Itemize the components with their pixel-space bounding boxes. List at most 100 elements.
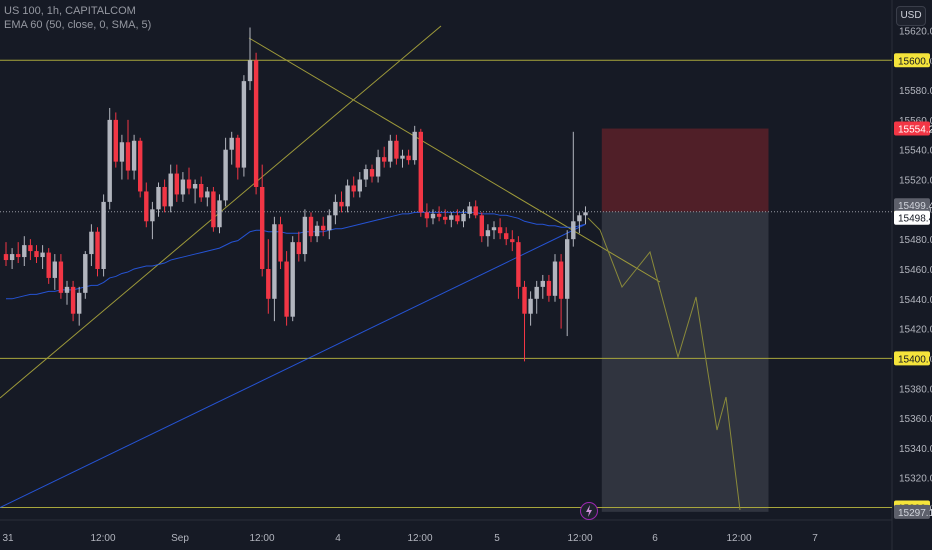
candle-25 (156, 187, 160, 209)
candle-59 (364, 169, 368, 179)
candle-73 (449, 215, 453, 219)
candle-57 (352, 185, 356, 191)
candle-83 (510, 239, 514, 242)
y-tick-label-0: 15620.0 (899, 26, 932, 37)
candle-30 (187, 180, 191, 189)
x-tick-label-5: 12:00 (407, 533, 432, 544)
stop-loss-zone (602, 129, 769, 212)
take-profit-zone (602, 212, 769, 512)
candle-34 (211, 191, 215, 227)
candle-12 (77, 293, 81, 314)
candle-63 (388, 141, 392, 162)
candle-9 (59, 262, 63, 293)
candle-88 (541, 281, 545, 287)
candle-8 (53, 262, 57, 278)
candle-82 (504, 233, 508, 239)
currency-button[interactable]: USD (896, 6, 926, 26)
candle-22 (138, 141, 142, 192)
candle-35 (217, 200, 221, 227)
candle-48 (297, 242, 301, 254)
price-label-3: 15499.4 (898, 201, 932, 212)
candle-61 (376, 157, 380, 176)
y-tick-label-9: 15440.0 (899, 295, 932, 306)
y-tick-label-12: 15380.0 (899, 384, 932, 395)
candle-5 (34, 251, 38, 257)
y-tick-label-4: 15540.0 (899, 146, 932, 157)
candle-13 (83, 254, 87, 293)
y-tick-label-5: 15520.0 (899, 176, 932, 187)
candle-68 (419, 132, 423, 213)
candle-42 (260, 187, 264, 269)
y-tick-label-8: 15460.0 (899, 265, 932, 276)
candle-55 (339, 202, 343, 206)
candle-41 (254, 60, 258, 187)
candle-40 (248, 60, 252, 81)
candle-85 (522, 287, 526, 314)
candle-28 (175, 174, 179, 195)
lightning-icon[interactable] (580, 502, 598, 520)
candle-56 (345, 185, 349, 206)
candle-76 (467, 206, 471, 213)
candle-67 (413, 132, 417, 160)
candle-45 (278, 224, 282, 261)
candle-3 (22, 245, 26, 257)
candle-93 (571, 221, 575, 239)
candle-20 (126, 142, 130, 170)
y-tick-label-15: 15320.0 (899, 474, 932, 485)
candle-31 (193, 184, 197, 188)
candle-58 (358, 180, 362, 192)
candle-44 (272, 224, 276, 299)
candle-24 (150, 209, 154, 221)
chart-legend: US 100, 1h, CAPITALCOM EMA 60 (50, close… (4, 4, 151, 32)
x-tick-label-3: 12:00 (249, 533, 274, 544)
candle-11 (71, 287, 75, 314)
candle-19 (120, 142, 124, 161)
candle-60 (370, 169, 374, 176)
candle-92 (565, 239, 569, 299)
x-tick-label-8: 6 (652, 533, 658, 544)
candle-89 (547, 281, 551, 296)
x-tick-label-1: 12:00 (90, 533, 115, 544)
candle-49 (303, 217, 307, 254)
price-label-4: 15498.4 (898, 214, 932, 225)
candle-46 (284, 262, 288, 317)
candle-77 (474, 206, 478, 215)
candle-18 (114, 120, 118, 162)
descending-trend-line (249, 38, 660, 282)
candle-53 (327, 215, 331, 230)
candle-94 (577, 215, 581, 221)
y-tick-label-2: 15580.0 (899, 86, 932, 97)
candle-52 (321, 226, 325, 230)
x-tick-label-9: 12:00 (726, 533, 751, 544)
candle-16 (101, 202, 105, 269)
candle-15 (95, 232, 99, 269)
candle-29 (181, 180, 185, 195)
x-tick-label-10: 7 (812, 533, 818, 544)
candle-87 (535, 287, 539, 299)
candle-38 (236, 138, 240, 168)
candle-6 (40, 253, 44, 257)
x-tick-label-6: 5 (494, 533, 500, 544)
price-label-5: 15400.0 (898, 354, 932, 365)
candle-14 (89, 232, 93, 254)
x-tick-label-4: 4 (335, 533, 341, 544)
candle-62 (382, 157, 386, 161)
candle-72 (443, 217, 447, 220)
candle-91 (559, 262, 563, 299)
candle-26 (162, 187, 166, 206)
candle-33 (205, 191, 209, 197)
candle-47 (291, 242, 295, 317)
candle-80 (492, 227, 496, 230)
candle-21 (132, 141, 136, 171)
candle-51 (315, 226, 319, 236)
candle-86 (528, 299, 532, 314)
candle-66 (406, 156, 410, 160)
candle-54 (333, 202, 337, 215)
candle-71 (437, 214, 441, 217)
candle-81 (498, 227, 502, 233)
candle-17 (108, 120, 112, 202)
candle-90 (553, 262, 557, 296)
indicator-title: EMA 60 (50, close, 0, SMA, 5) (4, 18, 151, 32)
